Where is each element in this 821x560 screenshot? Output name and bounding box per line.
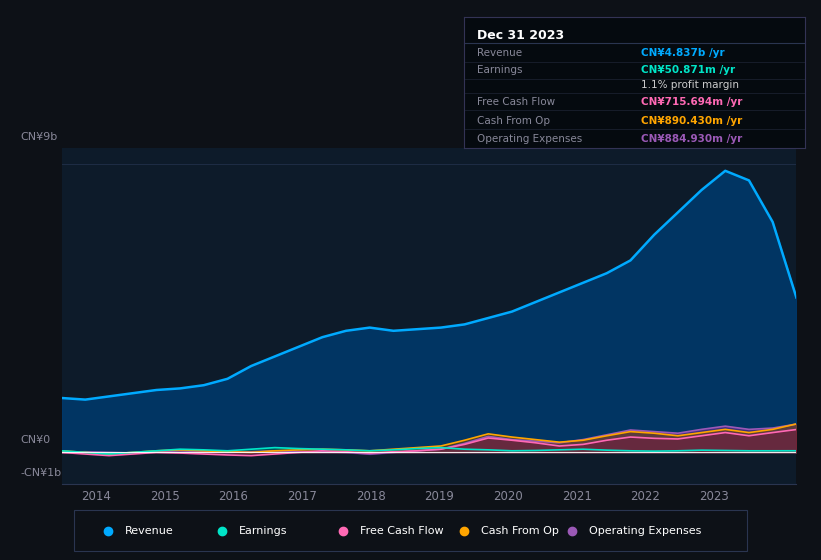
Text: CN¥50.871m /yr: CN¥50.871m /yr [641, 66, 735, 76]
Text: CN¥4.837b /yr: CN¥4.837b /yr [641, 48, 725, 58]
Text: Operating Expenses: Operating Expenses [589, 526, 701, 535]
Text: Earnings: Earnings [239, 526, 287, 535]
Text: CN¥715.694m /yr: CN¥715.694m /yr [641, 97, 742, 107]
Text: Free Cash Flow: Free Cash Flow [360, 526, 443, 535]
Text: Revenue: Revenue [125, 526, 173, 535]
Text: 1.1% profit margin: 1.1% profit margin [641, 80, 739, 90]
Text: Free Cash Flow: Free Cash Flow [478, 97, 556, 107]
Text: Cash From Op: Cash From Op [481, 526, 559, 535]
Text: Cash From Op: Cash From Op [478, 115, 551, 125]
Text: Operating Expenses: Operating Expenses [478, 134, 583, 144]
Text: Revenue: Revenue [478, 48, 523, 58]
Text: CN¥9b: CN¥9b [21, 132, 57, 142]
Text: Dec 31 2023: Dec 31 2023 [478, 29, 565, 41]
Text: Earnings: Earnings [478, 66, 523, 76]
Text: -CN¥1b: -CN¥1b [21, 468, 62, 478]
Text: CN¥0: CN¥0 [21, 435, 51, 445]
Text: CN¥890.430m /yr: CN¥890.430m /yr [641, 115, 742, 125]
Text: CN¥884.930m /yr: CN¥884.930m /yr [641, 134, 742, 144]
